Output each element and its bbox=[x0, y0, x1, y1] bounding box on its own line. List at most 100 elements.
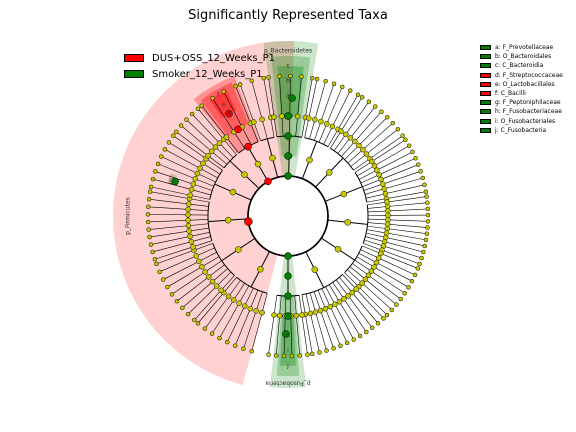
taxa-legend-label: g: F_Peptoniphilaceae bbox=[495, 99, 561, 107]
family-node bbox=[380, 181, 386, 187]
leaf-node bbox=[185, 311, 191, 317]
leaf-node bbox=[394, 302, 399, 307]
leaf-branch bbox=[354, 139, 406, 173]
leaf-node bbox=[395, 127, 401, 132]
leaf-branch bbox=[150, 191, 210, 203]
taxa-legend-label: a: F_Prevotellaceae bbox=[495, 44, 554, 52]
leaf-node bbox=[192, 317, 197, 323]
family-node bbox=[205, 153, 211, 159]
clade-label: g bbox=[169, 177, 173, 184]
sector-b bbox=[271, 56, 311, 157]
leaf-node bbox=[199, 103, 205, 108]
leaf-node bbox=[317, 350, 322, 355]
leaf-branch bbox=[321, 288, 348, 344]
order-arc bbox=[330, 147, 354, 171]
family-node bbox=[347, 135, 354, 141]
leaf-branch bbox=[352, 263, 401, 300]
leaf-node bbox=[174, 298, 180, 304]
leaf-branch bbox=[235, 86, 259, 142]
class-node bbox=[257, 265, 264, 273]
family-node bbox=[188, 186, 195, 193]
class-node bbox=[229, 188, 237, 196]
leaf-node bbox=[389, 307, 395, 313]
taxa-legend-item: i: O_Fusobacteriales bbox=[480, 117, 563, 126]
taxa-legend-item: f: C_Bacilli bbox=[480, 89, 563, 98]
leaf-node bbox=[210, 95, 215, 101]
family-node bbox=[185, 206, 191, 213]
leaf-branch bbox=[309, 81, 326, 140]
leaf-branch bbox=[298, 295, 308, 355]
leaf-branch bbox=[323, 90, 351, 145]
leaf-node bbox=[147, 189, 153, 194]
leaf-branch bbox=[341, 111, 382, 157]
taxa-swatch bbox=[480, 118, 491, 124]
leaf-node bbox=[146, 196, 152, 202]
leaf-node bbox=[415, 266, 421, 271]
class-node bbox=[224, 216, 232, 224]
leaf-branch bbox=[313, 291, 334, 349]
leaf-branch bbox=[304, 78, 318, 138]
leaf-node bbox=[424, 231, 430, 236]
leaf-branch bbox=[275, 295, 282, 356]
leaf-node bbox=[289, 353, 295, 359]
leaf-branch bbox=[337, 106, 376, 154]
family-node bbox=[200, 160, 206, 167]
family-node bbox=[360, 146, 366, 153]
leaf-branch bbox=[367, 222, 428, 228]
family-node bbox=[317, 307, 324, 314]
clade-label: i bbox=[287, 348, 289, 355]
leaf-node bbox=[419, 255, 424, 261]
family-node bbox=[197, 165, 203, 172]
family-node bbox=[371, 264, 377, 270]
leaf-node bbox=[310, 351, 315, 357]
leaf-node bbox=[146, 204, 151, 210]
leaf-branch bbox=[156, 243, 213, 265]
family-node bbox=[327, 303, 334, 310]
leaf-node bbox=[157, 269, 162, 275]
family-node bbox=[188, 238, 195, 245]
leaf-branch bbox=[152, 236, 211, 253]
leaf-node bbox=[221, 89, 226, 94]
leaf-branch bbox=[344, 272, 388, 316]
leaf-node bbox=[159, 154, 164, 159]
leaf-node bbox=[364, 329, 369, 335]
leaf-branch bbox=[211, 283, 245, 334]
leaf-node bbox=[152, 257, 158, 262]
family-node bbox=[329, 123, 336, 130]
leaf-branch bbox=[148, 198, 209, 207]
clade-labels: p_Bacteroidetes p_Firmicutes p_Fusobacteri… bbox=[125, 48, 313, 387]
leaf-branch bbox=[176, 264, 225, 302]
leaf-branch bbox=[187, 271, 232, 315]
leaf-node bbox=[145, 219, 151, 225]
leaf-branch bbox=[197, 108, 237, 155]
leaf-node bbox=[266, 352, 271, 357]
taxa-legend-label: h: F_Fusobacteriaceae bbox=[495, 108, 562, 116]
taxa-legend-label: f: C_Bacilli bbox=[495, 90, 526, 98]
leaf-branch bbox=[328, 284, 361, 337]
group-legend-item: DUS+OSS_12_Weeks_P1 bbox=[124, 50, 275, 66]
leaf-node bbox=[266, 75, 271, 80]
firmicutes-node bbox=[234, 125, 242, 134]
leaf-branch bbox=[317, 290, 341, 346]
leaf-branch bbox=[366, 191, 426, 203]
leaf-branch bbox=[325, 286, 354, 340]
firmicutes-node bbox=[225, 110, 233, 118]
phylum-arc bbox=[247, 175, 292, 257]
leaf-branch bbox=[363, 171, 421, 191]
family-node bbox=[307, 310, 314, 317]
leaf-node bbox=[324, 348, 329, 353]
taxa-swatch bbox=[480, 72, 491, 78]
leaf-node bbox=[406, 285, 411, 290]
taxa-legend: a: F_Prevotellaceae b: O_Bacteroidales c: … bbox=[480, 43, 563, 135]
class-node bbox=[334, 245, 342, 253]
leaf-node bbox=[202, 326, 208, 331]
family-node bbox=[306, 115, 312, 121]
family-node bbox=[363, 151, 370, 157]
leaf-branch bbox=[362, 245, 418, 269]
bacteroidetes-node bbox=[284, 152, 292, 160]
family-node bbox=[271, 312, 277, 318]
family-node bbox=[338, 128, 344, 134]
leaf-branch bbox=[176, 131, 225, 169]
family-node bbox=[208, 148, 215, 155]
leaf-branch bbox=[148, 223, 209, 230]
